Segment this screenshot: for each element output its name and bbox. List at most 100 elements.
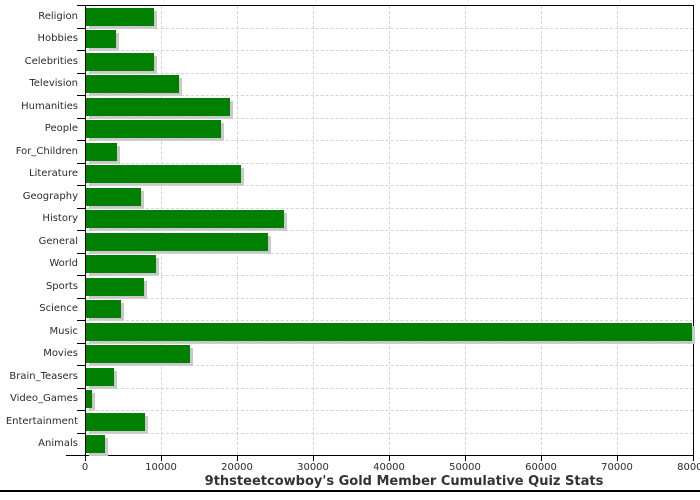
horizontal-gridline <box>86 72 693 74</box>
y-axis-tick <box>77 230 85 231</box>
horizontal-gridline <box>86 252 693 254</box>
y-axis-tick <box>77 275 85 276</box>
bar-world <box>86 255 156 273</box>
horizontal-gridline <box>86 162 693 164</box>
category-label: General <box>38 235 78 247</box>
horizontal-gridline <box>86 387 693 389</box>
y-axis-tick <box>77 432 85 434</box>
x-axis-tick <box>617 455 618 461</box>
x-axis-tick <box>693 455 694 461</box>
bar-general <box>86 232 269 251</box>
bar-religion <box>86 7 154 26</box>
category-label: History <box>42 213 78 224</box>
category-label: World <box>49 258 78 269</box>
y-axis-tick <box>77 27 85 29</box>
y-axis-tick <box>77 162 85 164</box>
category-label: Entertainment <box>5 415 78 427</box>
y-axis-tick <box>77 297 85 299</box>
category-label: Religion <box>38 10 78 22</box>
horizontal-gridline <box>86 185 693 186</box>
y-axis-tick <box>77 72 85 74</box>
bar-animals <box>86 435 105 453</box>
horizontal-gridline <box>86 320 693 321</box>
horizontal-gridline <box>86 365 693 366</box>
category-label: Literature <box>29 168 78 179</box>
category-label: Sports <box>45 280 78 292</box>
x-axis-label: 60000 <box>525 462 557 473</box>
category-label: Hobbies <box>37 33 78 44</box>
y-axis-tick <box>77 320 85 321</box>
horizontal-gridline <box>86 95 693 96</box>
y-axis-tick <box>77 185 85 186</box>
x-axis-tick <box>237 455 238 461</box>
bar-celebrities <box>86 52 154 71</box>
category-label: Celebrities <box>24 55 78 67</box>
x-axis-label: 0 <box>81 462 89 473</box>
bar-television <box>86 75 180 93</box>
bar-science <box>86 300 121 318</box>
bar-geography <box>86 187 142 206</box>
category-label: Animals <box>38 438 78 449</box>
y-axis-tick <box>77 140 85 141</box>
y-axis-tick <box>77 207 85 209</box>
y-axis-tick <box>77 387 85 389</box>
x-axis-line <box>66 455 694 456</box>
category-label: Video_Games <box>10 393 78 404</box>
y-axis-tick <box>77 252 85 254</box>
category-label: Brain_Teasers <box>9 370 78 382</box>
category-label: Humanities <box>21 100 78 112</box>
horizontal-gridline <box>86 297 693 299</box>
horizontal-gridline <box>86 207 693 209</box>
y-axis-tick <box>77 365 85 366</box>
y-axis-tick <box>77 117 85 119</box>
category-label: Geography <box>22 190 78 202</box>
x-axis-label: 80000 <box>677 462 700 473</box>
plot-area <box>85 5 694 456</box>
horizontal-gridline <box>86 117 693 119</box>
x-axis-label: 30000 <box>297 462 329 473</box>
x-axis-label: 40000 <box>373 462 405 473</box>
y-axis-tick <box>77 5 85 6</box>
horizontal-gridline <box>86 275 693 276</box>
horizontal-gridline <box>86 410 693 411</box>
x-axis-label: 50000 <box>449 462 481 473</box>
category-label: Television <box>29 78 78 89</box>
x-axis-label: 10000 <box>145 462 177 473</box>
x-axis-tick <box>541 455 542 461</box>
bar-entertainment <box>86 412 145 431</box>
y-axis-tick <box>77 342 85 344</box>
chart-title: 9thsteetcowboy's Gold Member Cumulative … <box>204 474 604 489</box>
bar-literature <box>86 165 242 183</box>
bar-for_children <box>86 142 118 161</box>
horizontal-gridline <box>86 342 693 344</box>
x-axis-tick <box>465 455 466 461</box>
horizontal-gridline <box>86 50 693 51</box>
bar-sports <box>86 277 144 296</box>
bar-brain_teasers <box>86 367 115 386</box>
category-label: Music <box>49 325 78 337</box>
category-label: People <box>44 123 78 134</box>
x-axis-tick <box>161 455 162 461</box>
x-axis-tick <box>389 455 390 461</box>
x-axis-label: 20000 <box>221 462 253 473</box>
bar-music <box>86 322 693 341</box>
y-axis-tick <box>77 410 85 411</box>
y-axis-line <box>85 5 86 461</box>
y-axis-tick <box>77 50 85 51</box>
horizontal-gridline <box>86 432 693 434</box>
bar-hobbies <box>86 30 116 48</box>
horizontal-gridline <box>86 230 693 231</box>
horizontal-gridline <box>86 27 693 29</box>
bar-people <box>86 120 221 138</box>
x-axis-tick <box>85 455 86 461</box>
x-axis-tick <box>313 455 314 461</box>
y-axis-tick <box>77 95 85 96</box>
bar-video_games <box>86 390 93 408</box>
y-axis-tick <box>77 455 85 456</box>
horizontal-gridline <box>86 140 693 141</box>
bar-movies <box>86 345 191 363</box>
x-axis-label: 70000 <box>601 462 633 473</box>
bar-humanities <box>86 97 230 116</box>
bottom-divider-line <box>0 490 700 492</box>
